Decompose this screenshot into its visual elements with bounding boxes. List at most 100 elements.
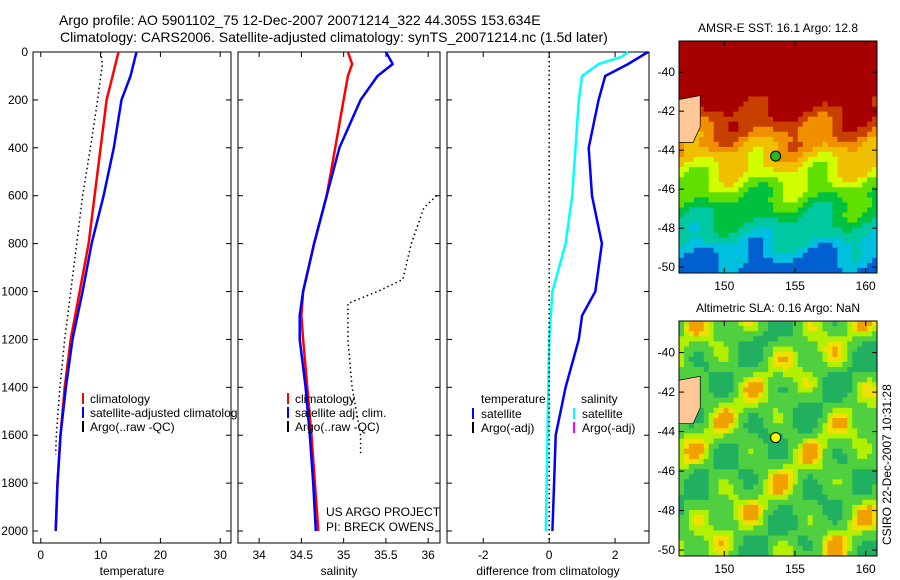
map-cell bbox=[768, 247, 774, 254]
map-cell bbox=[842, 227, 848, 234]
map-cell bbox=[852, 146, 858, 153]
map-cell bbox=[703, 356, 710, 363]
map-cell bbox=[872, 346, 878, 353]
map-cell bbox=[683, 212, 690, 219]
map-cell bbox=[758, 535, 764, 542]
map-cell bbox=[758, 212, 764, 219]
map-cell bbox=[738, 131, 744, 138]
map-cell bbox=[713, 136, 720, 143]
map-cell bbox=[718, 326, 725, 332]
map-cell bbox=[797, 458, 804, 465]
map-cell bbox=[812, 56, 819, 62]
map-cell bbox=[713, 540, 720, 547]
map-cell bbox=[822, 433, 828, 439]
map-cell bbox=[679, 545, 685, 552]
map-cell bbox=[778, 71, 784, 77]
map-cell bbox=[753, 372, 759, 378]
title-line-1: Argo profile: AO 5901102_75 12-Dec-2007 … bbox=[59, 12, 541, 28]
map-cell bbox=[837, 182, 843, 188]
map-cell bbox=[753, 397, 759, 404]
map-cell bbox=[782, 494, 789, 501]
map-cell bbox=[797, 56, 804, 62]
map-cell bbox=[758, 227, 764, 234]
map-cell bbox=[802, 146, 809, 153]
map-cell bbox=[867, 76, 873, 82]
map-cell bbox=[872, 418, 878, 424]
map-cell bbox=[708, 336, 715, 342]
map-cell bbox=[718, 192, 725, 198]
axes-box bbox=[32, 51, 232, 544]
map-cell bbox=[738, 227, 744, 234]
map-cell bbox=[782, 392, 789, 399]
map-cell bbox=[688, 141, 695, 148]
map-cell bbox=[827, 387, 833, 394]
map-cell bbox=[773, 66, 779, 72]
map-cell bbox=[797, 242, 804, 249]
map-cell bbox=[807, 361, 814, 368]
map-cell bbox=[773, 346, 779, 353]
map-cell bbox=[802, 267, 809, 274]
map-cell bbox=[837, 162, 843, 168]
map-cell bbox=[748, 372, 754, 378]
map-cell bbox=[718, 464, 725, 470]
map-cell bbox=[753, 101, 759, 108]
map-cell bbox=[817, 372, 824, 378]
map-cell bbox=[797, 474, 804, 480]
map-cell bbox=[768, 392, 774, 399]
map-cell bbox=[773, 182, 779, 188]
map-cell bbox=[703, 535, 710, 542]
map-cell bbox=[773, 136, 779, 143]
map-cell bbox=[718, 126, 725, 133]
map-cell bbox=[758, 418, 764, 424]
map-cell bbox=[827, 131, 833, 138]
map-cell bbox=[872, 356, 878, 363]
map-cell bbox=[842, 212, 848, 219]
map-cell bbox=[768, 96, 774, 103]
map-cell bbox=[708, 157, 715, 163]
map-cell bbox=[847, 392, 853, 399]
map-cell bbox=[703, 151, 710, 158]
map-cell bbox=[832, 51, 838, 57]
map-cell bbox=[743, 372, 749, 378]
map-cell bbox=[748, 56, 754, 62]
map-cell bbox=[703, 474, 710, 480]
map-cell bbox=[718, 86, 725, 92]
map-cell bbox=[753, 336, 759, 342]
map-cell bbox=[683, 182, 690, 188]
map-cell bbox=[832, 46, 838, 52]
map-cell bbox=[743, 91, 749, 97]
map-cell bbox=[743, 387, 749, 394]
map-cell bbox=[837, 540, 843, 547]
map-cell bbox=[698, 222, 705, 229]
map-cell bbox=[723, 397, 729, 404]
map-cell bbox=[832, 418, 838, 424]
map-cell bbox=[857, 146, 863, 153]
map-cell bbox=[773, 428, 779, 434]
map-cell bbox=[738, 167, 744, 173]
map-cell bbox=[847, 227, 853, 234]
map-cell bbox=[827, 402, 833, 409]
map-cell bbox=[693, 326, 700, 332]
map-cell bbox=[847, 423, 853, 429]
map-cell bbox=[743, 61, 749, 67]
map-cell bbox=[778, 356, 784, 363]
map-cell bbox=[812, 377, 819, 383]
map-cell bbox=[852, 267, 858, 274]
map-cell bbox=[802, 443, 809, 450]
map-cell bbox=[753, 550, 759, 557]
map-cell bbox=[867, 402, 873, 409]
map-cell bbox=[698, 146, 705, 153]
map-cell bbox=[802, 484, 809, 491]
map-cell bbox=[782, 101, 789, 108]
map-cell bbox=[847, 177, 853, 183]
map-cell bbox=[768, 242, 774, 249]
map-cell bbox=[743, 326, 749, 332]
map-cell bbox=[857, 141, 863, 148]
map-cell bbox=[797, 346, 804, 353]
map-cell bbox=[857, 535, 863, 542]
map-cell bbox=[683, 172, 690, 178]
map-cell bbox=[822, 96, 828, 103]
map-cell bbox=[862, 550, 868, 557]
map-cell bbox=[758, 438, 764, 445]
